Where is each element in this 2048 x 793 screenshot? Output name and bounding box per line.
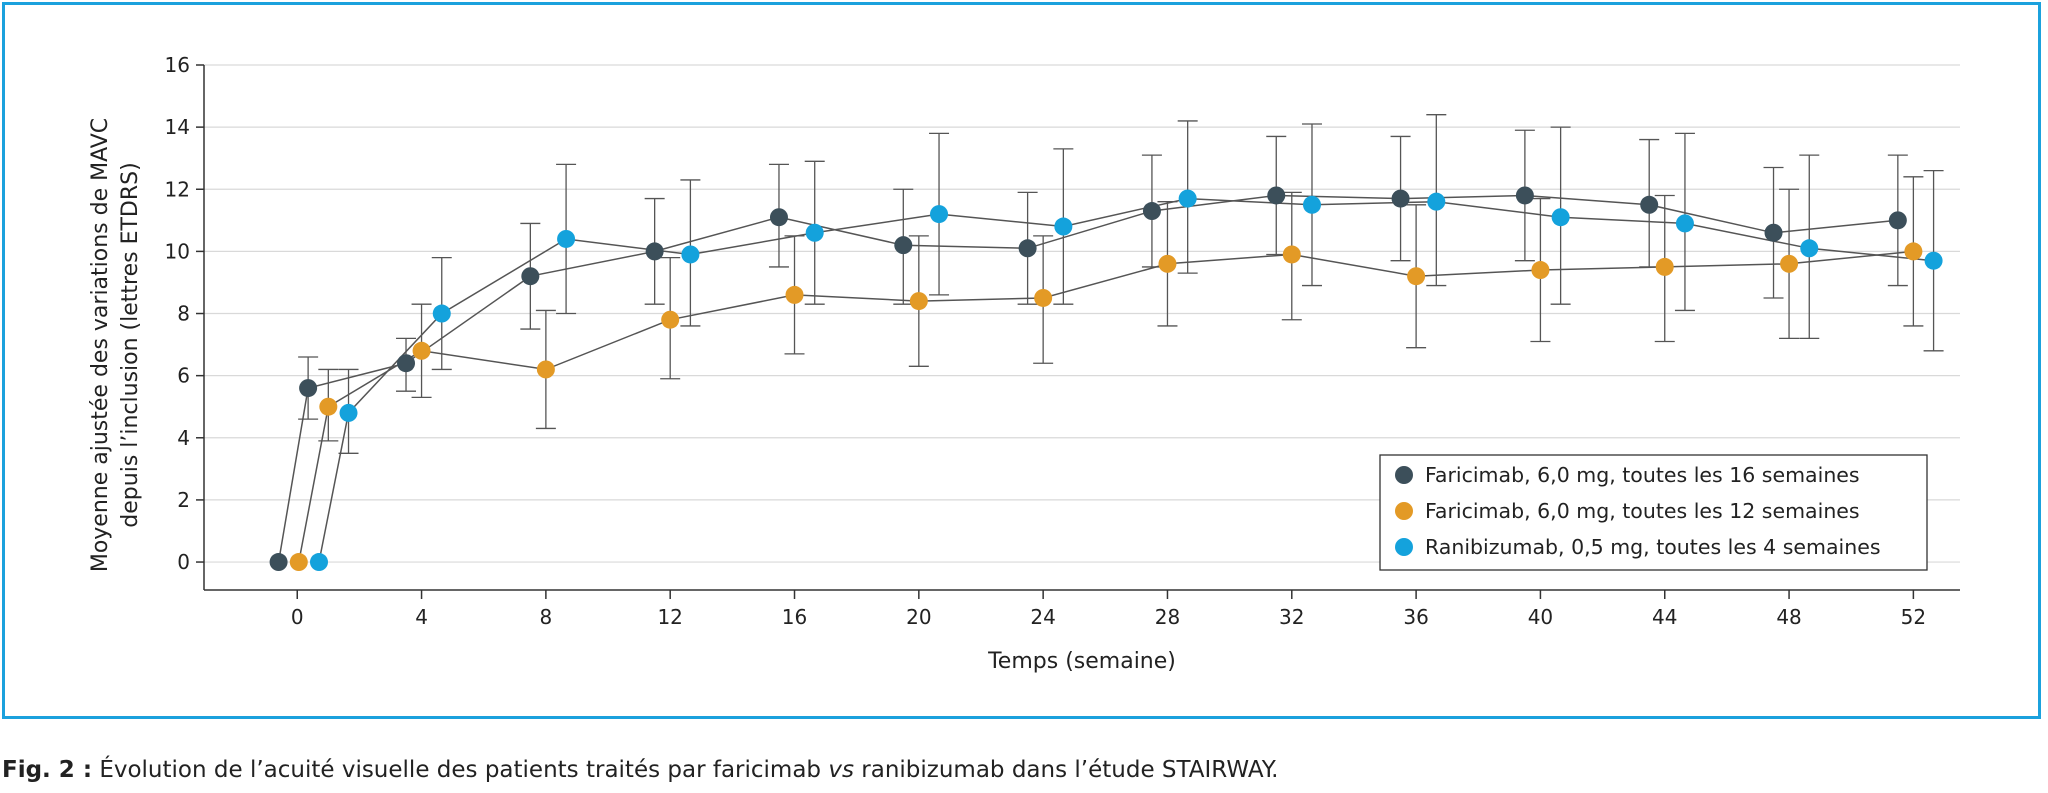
y-tick-label: 16 (165, 53, 190, 77)
axes (196, 64, 1960, 599)
x-tick-label: 24 (1030, 605, 1055, 629)
x-axis-title: Temps (semaine) (987, 649, 1176, 674)
y-tick-label: 14 (165, 115, 190, 139)
data-point (1675, 214, 1694, 233)
figure-caption: Fig. 2 : Évolution de l’acuité visuelle … (2, 757, 1278, 783)
data-point (1655, 257, 1674, 276)
data-point (930, 205, 949, 224)
data-point (681, 245, 700, 264)
x-tick-label: 44 (1652, 605, 1677, 629)
y-tick-label: 2 (177, 488, 190, 512)
data-point (1142, 202, 1161, 221)
data-point (319, 397, 338, 416)
y-tick-label: 4 (177, 426, 190, 450)
x-tick-label: 48 (1776, 605, 1801, 629)
data-point (432, 304, 451, 323)
legend-label: Faricimab, 6,0 mg, toutes les 16 semaine… (1425, 463, 1860, 487)
x-tick-label: 40 (1528, 605, 1553, 629)
data-point (1178, 189, 1197, 208)
data-point (1054, 217, 1073, 236)
legend-marker (1395, 502, 1413, 520)
x-tick-label: 8 (540, 605, 553, 629)
data-point (785, 285, 804, 304)
legend-marker (1395, 466, 1413, 484)
data-point (1515, 186, 1534, 205)
data-point (1800, 239, 1819, 258)
y-tick-label: 8 (177, 302, 190, 326)
data-point (1640, 195, 1659, 214)
data-point (521, 267, 540, 286)
y-tick-label: 6 (177, 364, 190, 388)
data-point (1034, 288, 1053, 307)
x-tick-label: 12 (657, 605, 682, 629)
data-point (661, 310, 680, 329)
y-axis-title-line2: depuis l’inclusion (lettres ETDRS) (118, 162, 143, 527)
error-bars (298, 114, 1944, 454)
x-tick-label: 20 (906, 605, 931, 629)
caption-text-after: ranibizumab dans l’étude STAIRWAY. (853, 757, 1279, 783)
data-point (1764, 223, 1783, 242)
data-points (269, 186, 1943, 572)
data-point (1551, 208, 1570, 227)
x-tick-label: 4 (415, 605, 428, 629)
x-tick-label: 16 (782, 605, 807, 629)
data-point (1531, 261, 1550, 280)
data-point (1158, 254, 1177, 273)
caption-text-before: Évolution de l’acuité visuelle des patie… (92, 757, 829, 783)
data-point (1018, 239, 1037, 258)
y-axis-title-line1: Moyenne ajustée des variations de MAVC (88, 118, 113, 572)
legend: Faricimab, 6,0 mg, toutes les 16 semaine… (1379, 454, 1928, 571)
data-point (339, 403, 358, 422)
x-tick-label: 0 (291, 605, 304, 629)
data-point (1391, 189, 1410, 208)
data-point (1282, 245, 1301, 264)
data-point (769, 208, 788, 227)
data-point (269, 553, 288, 572)
y-tick-label: 0 (177, 550, 190, 574)
y-tick-label: 10 (165, 239, 190, 263)
data-point (1924, 251, 1943, 270)
figure-frame (2, 2, 2041, 719)
legend-label: Ranibizumab, 0,5 mg, toutes les 4 semain… (1425, 535, 1881, 559)
data-point (397, 354, 416, 373)
data-point (1407, 267, 1426, 286)
legend-box (1379, 454, 1928, 571)
legend-label: Faricimab, 6,0 mg, toutes les 12 semaine… (1425, 499, 1860, 523)
data-point (309, 553, 328, 572)
legend-marker (1395, 538, 1413, 556)
data-point (289, 553, 308, 572)
data-point (412, 341, 431, 360)
data-point (909, 292, 928, 311)
x-tick-label: 36 (1403, 605, 1428, 629)
data-point (894, 236, 913, 255)
x-tick-label: 52 (1901, 605, 1926, 629)
data-point (1780, 254, 1799, 273)
data-point (299, 379, 318, 398)
x-tick-label: 28 (1155, 605, 1180, 629)
x-tick-label: 32 (1279, 605, 1304, 629)
caption-italic: vs (828, 757, 854, 783)
y-tick-label: 12 (165, 177, 190, 201)
data-point (1267, 186, 1286, 205)
data-point (805, 223, 824, 242)
data-point (645, 242, 664, 261)
data-point (1302, 195, 1321, 214)
data-point (1904, 242, 1923, 261)
data-point (1888, 211, 1907, 230)
data-point (557, 229, 576, 248)
data-point (536, 360, 555, 379)
caption-prefix: Fig. 2 : (2, 757, 93, 783)
data-point (1427, 192, 1446, 211)
